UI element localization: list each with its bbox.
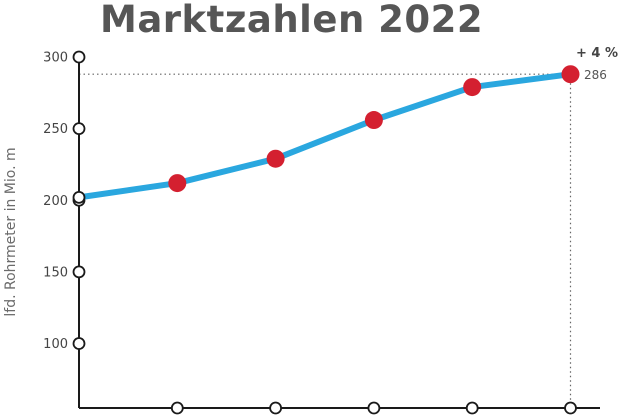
y-axis-title: lfd. Rohrmeter in Mio. m xyxy=(3,147,19,316)
series-line xyxy=(76,71,574,201)
data-point xyxy=(266,149,285,168)
y-tick-label: 300 xyxy=(43,51,68,66)
y-tick-label: 100 xyxy=(43,337,68,352)
x-tick-marker xyxy=(269,401,283,415)
x-tick-marker xyxy=(367,401,381,415)
y-tick-marker xyxy=(72,122,86,136)
data-point xyxy=(168,174,187,193)
data-point xyxy=(463,78,482,97)
data-point xyxy=(561,65,580,84)
x-tick-marker xyxy=(465,401,479,415)
y-tick-label: 150 xyxy=(43,265,68,280)
end-value-annotation: 286 xyxy=(584,68,607,82)
y-tick-label: 200 xyxy=(43,194,68,209)
change-annotation: + 4 % xyxy=(576,46,618,61)
y-tick-label: 250 xyxy=(43,122,68,137)
data-point xyxy=(364,111,383,130)
y-tick-marker xyxy=(72,265,86,279)
y-tick-marker xyxy=(72,337,86,350)
chart-title: Marktzahlen 2022 xyxy=(100,0,484,41)
x-tick-marker xyxy=(170,401,184,415)
x-tick-marker xyxy=(564,401,577,415)
data-point xyxy=(72,190,86,204)
y-tick-marker xyxy=(72,50,86,64)
